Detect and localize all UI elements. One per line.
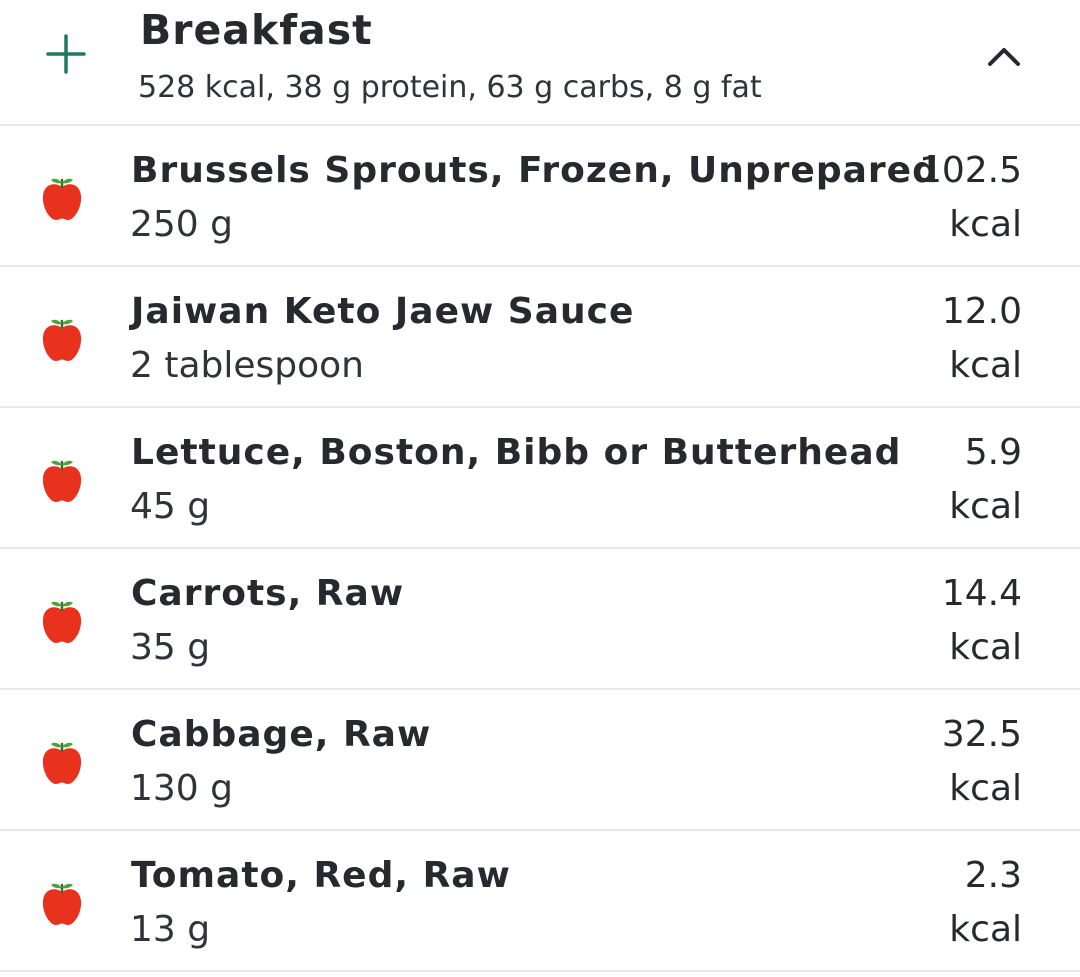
- food-kcal-value: 102.5: [918, 150, 1022, 191]
- food-kcal-value: 12.0: [941, 291, 1022, 332]
- food-kcal-unit: kcal: [949, 345, 1022, 386]
- food-name: Cabbage, Raw: [131, 714, 432, 755]
- food-kcal-value: 5.9: [964, 432, 1022, 473]
- meal-summary: 528 kcal, 38 g protein, 63 g carbs, 8 g …: [138, 70, 762, 105]
- apple-icon: [42, 883, 82, 925]
- apple-icon: [42, 460, 82, 502]
- food-name: Carrots, Raw: [131, 573, 405, 614]
- food-amount: 45 g: [130, 486, 211, 527]
- food-name: Brussels Sprouts, Frozen, Unprepared: [131, 150, 939, 191]
- meal-header[interactable]: Breakfast 528 kcal, 38 g protein, 63 g c…: [0, 0, 1080, 126]
- food-name: Lettuce, Boston, Bibb or Butterhead: [131, 432, 902, 473]
- food-kcal-unit: kcal: [949, 909, 1022, 950]
- food-kcal-value: 14.4: [941, 573, 1022, 614]
- food-amount: 250 g: [130, 204, 234, 245]
- food-amount: 2 tablespoon: [130, 345, 364, 386]
- food-row[interactable]: Jaiwan Keto Jaew Sauce 2 tablespoon 12.0…: [0, 267, 1080, 408]
- food-row[interactable]: Lettuce, Boston, Bibb or Butterhead 45 g…: [0, 408, 1080, 549]
- food-name: Tomato, Red, Raw: [131, 855, 511, 896]
- plus-icon[interactable]: [44, 32, 88, 76]
- apple-icon: [42, 319, 82, 361]
- food-kcal-unit: kcal: [949, 204, 1022, 245]
- food-row[interactable]: Brussels Sprouts, Frozen, Unprepared 250…: [0, 126, 1080, 267]
- food-row[interactable]: Carrots, Raw 35 g 14.4 kcal: [0, 549, 1080, 690]
- food-kcal-unit: kcal: [949, 486, 1022, 527]
- food-kcal-value: 2.3: [964, 855, 1022, 896]
- food-row[interactable]: Tomato, Red, Raw 13 g 2.3 kcal: [0, 831, 1080, 972]
- chevron-up-icon[interactable]: [984, 38, 1024, 74]
- apple-icon: [42, 601, 82, 643]
- apple-icon: [42, 742, 82, 784]
- food-amount: 35 g: [130, 627, 211, 668]
- meal-title: Breakfast: [140, 6, 373, 54]
- food-name: Jaiwan Keto Jaew Sauce: [131, 291, 635, 332]
- food-amount: 13 g: [130, 909, 211, 950]
- food-amount: 130 g: [130, 768, 234, 809]
- food-kcal-unit: kcal: [949, 627, 1022, 668]
- food-kcal-value: 32.5: [941, 714, 1022, 755]
- food-row[interactable]: Cabbage, Raw 130 g 32.5 kcal: [0, 690, 1080, 831]
- food-list: Brussels Sprouts, Frozen, Unprepared 250…: [0, 126, 1080, 972]
- apple-icon: [42, 178, 82, 220]
- food-kcal-unit: kcal: [949, 768, 1022, 809]
